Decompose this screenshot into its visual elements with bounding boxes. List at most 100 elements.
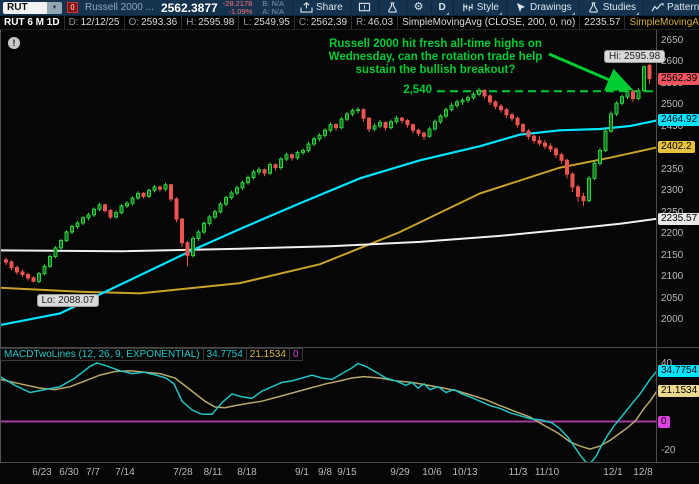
candle [15,265,19,275]
candle [438,113,443,124]
candle [389,119,393,130]
candle [163,182,168,192]
candle [598,148,602,166]
svg-text:!: ! [363,4,365,11]
dropdown-corner-icon [499,11,502,15]
quick-study-button[interactable] [382,0,403,15]
sma100-line [0,146,658,295]
day-high-label: Hi: 2595.98 [604,50,666,63]
candle [471,92,476,100]
date-axis-tick: 9/1 [295,467,309,478]
candle [26,272,30,281]
price-axis-tick: 2450 [661,120,684,132]
messages-badge[interactable]: 0 [67,2,78,13]
candle [268,162,272,175]
price-level-label[interactable]: 2,540 [403,84,432,97]
candle [75,220,80,229]
candle [636,88,641,101]
candle [103,203,107,213]
drawings-button[interactable]: Drawings [510,0,576,15]
annotation-arrow[interactable] [548,52,634,91]
ohlc-field-low: L: 2549.95 [239,16,295,29]
macd-header-cell[interactable]: 34.7754 [203,348,247,361]
chart-canvas[interactable] [0,30,699,462]
candle [141,192,146,199]
beaker-icon [588,2,598,13]
macd-study-header[interactable]: MACDTwoLines (12, 26, 9, EXPONENTIAL) 34.… [0,348,303,361]
change-value: -28.2178 [222,0,253,8]
candle [411,123,415,134]
studies-button[interactable]: Studies [583,0,640,15]
candle [400,116,404,124]
candle [526,128,531,140]
candle [290,153,294,161]
candle [466,95,470,103]
toolbar-separator [578,1,580,14]
price-axis-tick: 2600 [661,56,684,68]
candle [515,116,520,128]
date-axis-tick: 9/15 [337,467,357,478]
share-button[interactable]: Share [296,0,347,15]
timeframe-button[interactable]: D [435,0,450,15]
dropdown-corner-icon [571,11,575,15]
candle [444,107,448,119]
chart-title: RUT 6 M 1D [0,16,65,29]
chart-settings-button[interactable]: ⚙ [410,0,428,15]
timeframe-label: D [438,2,446,13]
symbol-combo[interactable]: RUT ▼ [3,1,62,14]
candle [229,190,234,200]
info-badge-icon[interactable]: ! [8,37,20,49]
toolbar-separator [291,1,293,14]
candle [422,131,426,140]
candle [224,195,228,207]
sma100-study-label[interactable]: SimpleMovingAvg (CLOSE, 100, 0, no) [625,16,699,29]
candle [64,230,69,243]
style-label: Style [476,2,499,13]
candle [86,212,91,221]
ohlc-field-open: O: 2593.36 [125,16,183,29]
macd-axis-bubble: 21.1534 [658,384,699,397]
candle [158,185,162,192]
macd-line [0,361,657,462]
news-flag-button[interactable]: ! [354,0,375,15]
candle [631,90,635,102]
sma200-study-label[interactable]: SimpleMovingAvg (CLOSE, 200, 0, no) [398,16,581,29]
macd-header-cell[interactable]: MACDTwoLines (12, 26, 9, EXPONENTIAL) [0,348,204,361]
candle [262,168,267,177]
symbol-dropdown-button[interactable]: ▼ [47,1,62,14]
macd-axis-tick: 40 [661,357,673,369]
date-axis-tick: 12/8 [633,467,653,478]
macd-header-cell[interactable]: 21.1534 [246,348,290,361]
candle [125,201,129,208]
candle [169,183,173,202]
candle [361,108,366,122]
pane-divider[interactable] [0,347,699,348]
cursor-icon [516,2,526,13]
macd-axis-tick: -20 [661,444,676,456]
candle [521,122,525,135]
toolbar-separator [349,1,351,14]
symbol-input[interactable]: RUT [3,1,47,14]
candle [609,111,613,133]
candle [152,184,157,193]
candle [548,143,553,153]
candle [301,148,305,156]
candle [345,111,349,122]
macd-header-cell[interactable]: 0 [289,348,303,361]
chart-style-icon [463,3,473,12]
candle [37,271,41,284]
candle [405,119,410,128]
day-low-label: Lo: 2088.07 [36,294,100,308]
candle [136,191,140,200]
sma200-study-value: 2235.57 [580,16,626,29]
chart-annotation-text[interactable]: Russell 2000 hit fresh all-time highs on… [268,38,603,77]
candle [59,238,63,251]
candle [114,210,118,219]
sma200-line [0,217,658,253]
macd-signal-line [0,370,657,450]
style-button[interactable]: Style [457,0,503,15]
patterns-button[interactable]: Patterns [647,0,699,15]
price-axis-bubble: 2402.2 [658,141,695,154]
top-toolbar: RUT ▼ 0 Russell 2000 ... 2562.3877 -28.2… [0,0,699,16]
beaker-icon [387,2,397,13]
